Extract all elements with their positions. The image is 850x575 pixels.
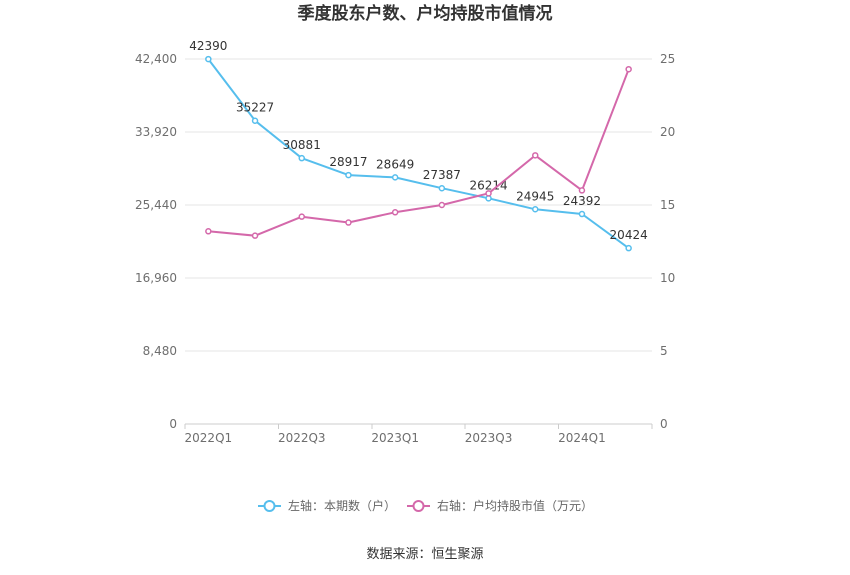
left-y-axis: 0 8,480 16,960 25,440 33,920 42,400 <box>135 52 177 431</box>
data-point <box>251 232 259 239</box>
shareholder-count-series: 42390 35227 30881 28917 28649 27387 26214 24945… <box>189 39 648 252</box>
gridlines <box>185 58 652 425</box>
data-label: 27387 <box>423 168 461 182</box>
x-tick-label: 2023Q1 <box>371 431 419 445</box>
data-point <box>485 195 492 202</box>
legend-circle-icon <box>263 500 276 512</box>
data-point <box>251 117 259 124</box>
data-label: 26214 <box>469 178 507 192</box>
legend-label: 左轴：本期数（户） <box>288 498 396 513</box>
right-y-tick-label: 0 <box>660 417 668 431</box>
data-label: 24945 <box>516 189 554 203</box>
x-tick-label: 2022Q1 <box>185 431 233 445</box>
legend-item-shareholder-count[interactable]: 左轴：本期数（户） <box>258 498 396 513</box>
legend-circle-icon <box>412 500 425 512</box>
right-y-tick-label: 15 <box>660 198 675 212</box>
left-y-tick-label: 42,400 <box>135 52 177 66</box>
data-point <box>485 190 492 197</box>
legend-label: 右轴：户均持股市值（万元） <box>437 498 593 513</box>
x-axis: 2022Q1 2022Q3 2023Q1 2023Q3 2024Q1 <box>184 424 653 445</box>
data-label: 28917 <box>329 155 367 169</box>
data-point <box>298 213 305 220</box>
x-tick-label: 2023Q3 <box>465 431 513 445</box>
left-y-tick-label: 0 <box>169 417 177 431</box>
data-point <box>438 184 446 192</box>
data-point <box>578 210 586 218</box>
data-point <box>532 152 539 159</box>
data-label: 30881 <box>283 138 321 152</box>
chart-title: 季度股东户数、户均持股市值情况 <box>298 3 553 24</box>
data-point <box>298 154 305 162</box>
data-label: 28649 <box>376 157 414 171</box>
right-y-tick-label: 20 <box>660 125 675 139</box>
data-point <box>345 171 352 179</box>
right-y-axis: 0 5 10 15 20 25 <box>660 52 675 431</box>
data-point <box>391 209 399 216</box>
x-tick-label: 2022Q3 <box>278 431 326 445</box>
source-note: 数据来源：恒生聚源 <box>366 547 483 562</box>
series-line <box>207 58 630 250</box>
data-point <box>391 174 399 181</box>
data-point <box>625 244 632 252</box>
data-point <box>205 55 212 63</box>
legend-item-avg-holding-value[interactable]: 右轴：户均持股市值（万元） <box>407 498 593 513</box>
data-point <box>532 206 539 213</box>
x-tick-label: 2024Q1 <box>558 431 606 445</box>
data-label: 24392 <box>563 194 601 208</box>
left-y-tick-label: 25,440 <box>135 198 177 212</box>
series-line <box>208 68 630 237</box>
data-label: 35227 <box>236 101 274 115</box>
series-layer: 42390 35227 30881 28917 28649 27387 26214 24945… <box>189 39 648 252</box>
data-point <box>578 187 586 194</box>
left-y-tick-label: 16,960 <box>135 271 177 285</box>
avg-holding-value-series <box>205 65 632 239</box>
data-point <box>438 201 446 209</box>
right-y-tick-label: 5 <box>660 344 668 358</box>
data-label: 20424 <box>610 228 648 242</box>
left-y-tick-label: 33,920 <box>135 125 177 139</box>
data-point <box>205 228 212 235</box>
right-y-tick-label: 10 <box>660 271 675 285</box>
legend: 左轴：本期数（户） 右轴：户均持股市值（万元） <box>258 498 593 513</box>
left-y-tick-label: 8,480 <box>143 344 177 358</box>
data-point <box>625 65 632 73</box>
data-label: 42390 <box>189 39 227 53</box>
data-point <box>345 219 352 226</box>
right-y-tick-label: 25 <box>660 52 675 66</box>
